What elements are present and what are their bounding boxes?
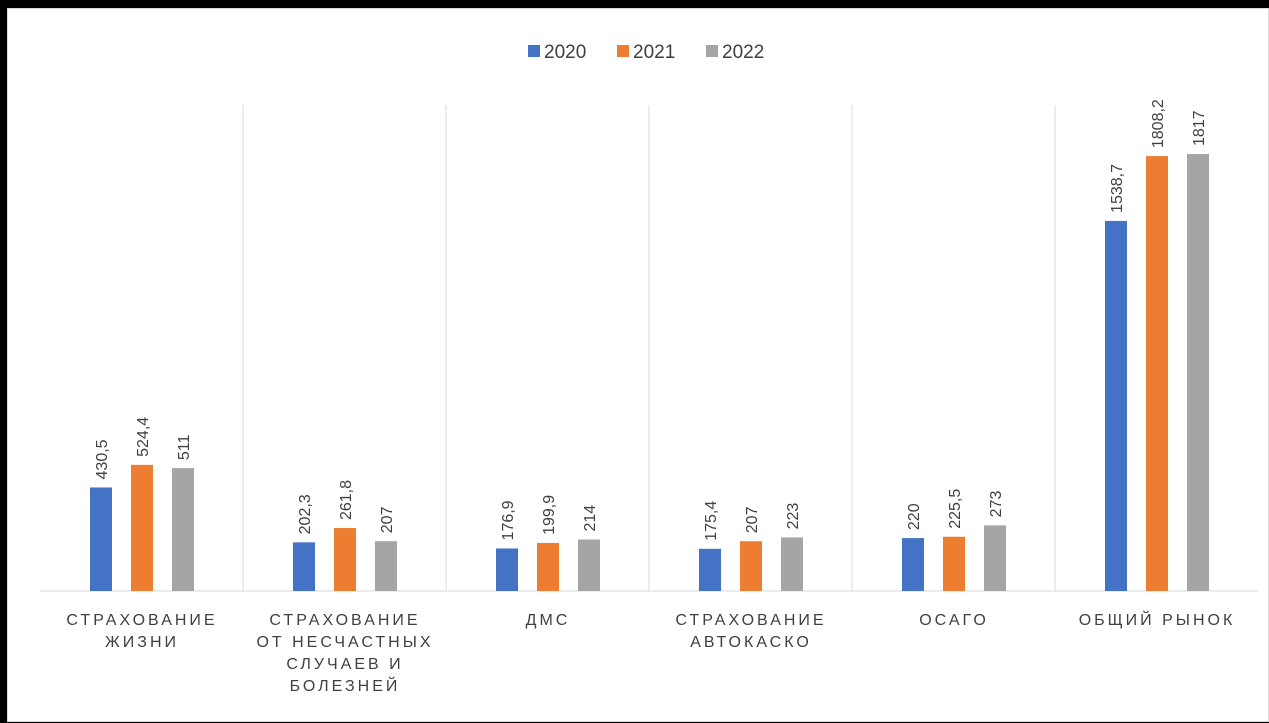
- value-label-2022-0: 511: [176, 434, 193, 460]
- chart-frame: 2020 2021 2022 430,5 524,4 511 202,3 261,8 207 1…: [7, 8, 1269, 722]
- value-label-2022-3: 223: [785, 503, 802, 530]
- bar-2020-1: [293, 542, 315, 591]
- category-label-3: СТРАХОВАНИЕ: [675, 612, 826, 629]
- value-label-2021-4: 225,5: [947, 489, 964, 529]
- bar-2022-0: [172, 468, 194, 591]
- value-label-2021-5: 1808,2: [1150, 99, 1167, 148]
- bar-2020-0: [90, 487, 112, 591]
- bar-2021-1: [334, 528, 356, 591]
- legend-swatch-2020: [528, 45, 540, 57]
- legend-label-2022: 2022: [722, 42, 764, 63]
- bars: [90, 154, 1209, 591]
- category-label-4: ОСАГО: [919, 612, 989, 629]
- bar-2022-4: [984, 525, 1006, 591]
- category-separators: [40, 105, 1258, 592]
- bar-2021-4: [943, 536, 965, 591]
- value-label-2020-5: 1538,7: [1109, 164, 1126, 213]
- value-label-2022-5: 1817: [1191, 110, 1208, 146]
- value-labels: 430,5 524,4 511 202,3 261,8 207 176,9 199,9 214 1…: [94, 99, 1208, 541]
- bar-2021-0: [131, 464, 153, 591]
- category-label-5: ОБЩИЙ РЫНОК: [1079, 610, 1236, 629]
- legend-swatch-2022: [706, 45, 718, 57]
- legend: 2020 2021 2022: [528, 42, 764, 63]
- category-label-3: АВТОКАСКО: [690, 634, 812, 651]
- legend-swatch-2021: [617, 45, 629, 57]
- category-labels: СТРАХОВАНИЕ ЖИЗНИ СТРАХОВАНИЕ ОТ НЕСЧАСТНЫХ…: [66, 610, 1236, 695]
- value-label-2021-2: 199,9: [541, 495, 558, 535]
- bar-2020-2: [496, 548, 518, 591]
- value-label-2021-0: 524,4: [135, 417, 152, 457]
- value-label-2022-4: 273: [988, 491, 1005, 518]
- bar-2021-5: [1146, 156, 1168, 591]
- bar-2020-4: [902, 538, 924, 591]
- value-label-2022-2: 214: [582, 505, 599, 532]
- bar-2022-2: [578, 539, 600, 591]
- bar-2020-5: [1105, 220, 1127, 591]
- bar-2022-1: [375, 541, 397, 591]
- bar-2020-3: [699, 548, 721, 591]
- value-label-2020-2: 176,9: [500, 500, 517, 540]
- value-label-2020-1: 202,3: [297, 494, 314, 534]
- bar-chart: 2020 2021 2022 430,5 524,4 511 202,3 261,8 207 1…: [40, 42, 1258, 695]
- value-label-2020-0: 430,5: [94, 439, 111, 479]
- value-label-2022-1: 207: [379, 506, 396, 533]
- value-label-2020-3: 175,4: [703, 501, 720, 541]
- category-label-0: ЖИЗНИ: [105, 634, 179, 651]
- bar-2022-3: [781, 537, 803, 591]
- category-label-1: СТРАХОВАНИЕ: [269, 612, 420, 629]
- legend-label-2020: 2020: [544, 42, 586, 63]
- value-label-2020-4: 220: [906, 503, 923, 530]
- value-label-2021-3: 207: [744, 506, 761, 533]
- category-label-0: СТРАХОВАНИЕ: [66, 612, 217, 629]
- category-label-1: БОЛЕЗНЕЙ: [290, 676, 401, 695]
- value-label-2021-1: 261,8: [338, 480, 355, 520]
- bar-2022-5: [1187, 154, 1209, 591]
- bar-2021-3: [740, 541, 762, 591]
- category-label-1: ОТ НЕСЧАСТНЫХ: [256, 634, 433, 651]
- legend-label-2021: 2021: [633, 42, 675, 63]
- category-label-1: СЛУЧАЕВ И: [286, 656, 403, 673]
- bar-2021-2: [537, 542, 559, 591]
- category-label-2: ДМС: [526, 612, 571, 629]
